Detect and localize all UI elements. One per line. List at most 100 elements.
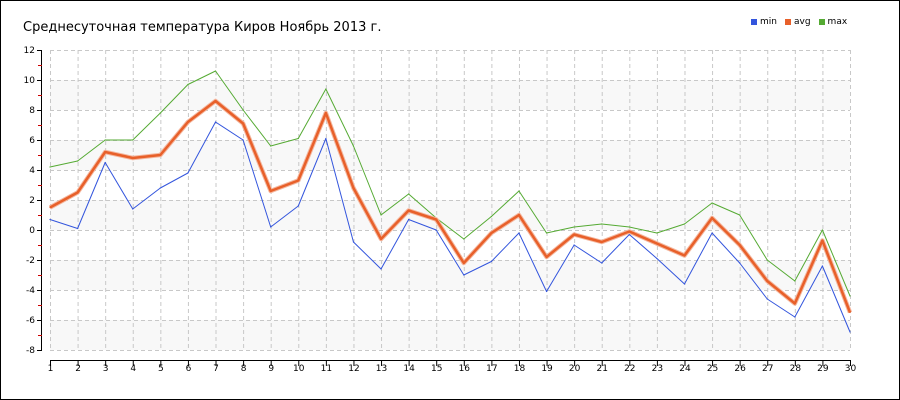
x-tick-label: 23 <box>652 364 663 374</box>
y-tick-label: -6 <box>26 316 35 326</box>
data-point-max <box>380 214 382 216</box>
data-point-max <box>104 139 106 141</box>
x-tick-label: 17 <box>486 364 497 374</box>
data-point-min <box>104 161 106 164</box>
y-tick-label: 4 <box>29 166 35 176</box>
data-point-avg <box>518 214 520 216</box>
data-point-max <box>297 137 299 140</box>
data-point-min <box>132 208 134 210</box>
grid-band <box>50 80 850 110</box>
data-point-avg <box>739 244 741 246</box>
x-tick-label: 10 <box>293 364 305 374</box>
grid-band <box>50 320 850 350</box>
x-tick-label: 15 <box>431 364 442 374</box>
x-tick-label: 21 <box>596 364 607 374</box>
data-point-min <box>849 331 851 333</box>
data-point-min <box>352 241 355 243</box>
data-point-avg <box>104 151 106 153</box>
data-point-min <box>545 290 548 293</box>
data-point-max <box>490 215 492 218</box>
legend-label-min: min <box>760 17 777 27</box>
legend-swatch-max <box>818 19 825 25</box>
data-point-avg <box>76 191 79 194</box>
data-point-max <box>408 193 410 195</box>
legend-item-max: max <box>818 17 848 27</box>
x-tick-label: 12 <box>348 364 359 374</box>
x-tick-label: 25 <box>707 364 718 374</box>
data-point-avg <box>408 209 410 212</box>
y-tick-label: 0 <box>29 226 35 236</box>
data-point-avg <box>380 238 382 240</box>
x-tick-label: 22 <box>624 364 635 374</box>
data-point-max <box>711 202 713 204</box>
data-point-min <box>463 274 465 276</box>
x-tick-label: 29 <box>817 364 829 374</box>
data-point-avg <box>794 302 796 305</box>
data-point-max <box>214 70 217 72</box>
y-tick-label: -8 <box>26 346 35 356</box>
series-line-min <box>49 121 851 333</box>
data-point-max <box>545 232 548 234</box>
x-tick-label: 6 <box>186 364 192 374</box>
x-tick-label: 8 <box>241 364 247 374</box>
grid-band <box>50 200 850 230</box>
data-point-avg <box>297 179 299 182</box>
data-point-min <box>325 137 327 140</box>
x-tick-label: 13 <box>376 364 387 374</box>
data-point-min <box>821 265 824 267</box>
data-point-min <box>435 229 437 231</box>
data-point-max <box>766 259 768 261</box>
x-tick-label: 3 <box>103 364 109 374</box>
data-point-min <box>711 232 713 234</box>
data-point-avg <box>159 154 161 156</box>
data-point-max <box>794 280 796 282</box>
data-point-avg <box>214 100 217 102</box>
x-tick-label: 20 <box>569 364 581 374</box>
x-tick-label: 18 <box>514 364 526 374</box>
data-point-max <box>683 223 686 225</box>
data-point-min <box>159 187 161 189</box>
legend-label-max: max <box>827 17 848 27</box>
legend-item-avg: avg <box>784 17 811 27</box>
data-point-avg <box>656 242 658 245</box>
x-tick-label: 2 <box>75 364 81 374</box>
data-point-max <box>656 232 658 234</box>
y-tick-label: -2 <box>26 256 35 266</box>
data-point-avg <box>711 217 713 219</box>
data-point-avg <box>132 157 134 159</box>
x-tick-label: 4 <box>130 364 136 374</box>
data-point-min <box>187 172 189 174</box>
x-tick-label: 9 <box>268 364 274 374</box>
data-point-avg <box>242 122 244 125</box>
y-tick-label: 8 <box>29 106 35 116</box>
data-point-min <box>242 139 244 141</box>
x-tick-label: 19 <box>541 364 553 374</box>
data-point-avg <box>573 233 575 236</box>
data-point-avg <box>821 239 824 242</box>
data-point-min <box>380 268 382 270</box>
data-point-min <box>601 262 603 264</box>
data-point-avg <box>766 280 768 282</box>
data-point-max <box>132 139 134 141</box>
data-point-max <box>573 226 575 228</box>
data-point-avg <box>187 121 189 123</box>
data-point-avg <box>435 218 437 221</box>
x-tick-label: 5 <box>158 364 164 374</box>
data-point-max <box>849 295 851 297</box>
data-point-max <box>628 226 630 228</box>
x-tick-label: 16 <box>459 364 471 374</box>
y-tick-label: 10 <box>24 76 36 86</box>
series-line-max <box>49 70 851 297</box>
data-point-avg <box>545 256 548 258</box>
data-point-avg <box>352 187 355 189</box>
data-point-max <box>270 145 272 147</box>
legend-label-avg: avg <box>793 17 811 27</box>
data-point-min <box>408 218 410 221</box>
data-point-min <box>270 226 272 228</box>
data-point-avg <box>601 241 603 243</box>
x-tick-label: 24 <box>679 364 691 374</box>
data-point-max <box>601 223 603 225</box>
data-point-max <box>352 145 355 147</box>
data-point-avg <box>463 262 465 264</box>
